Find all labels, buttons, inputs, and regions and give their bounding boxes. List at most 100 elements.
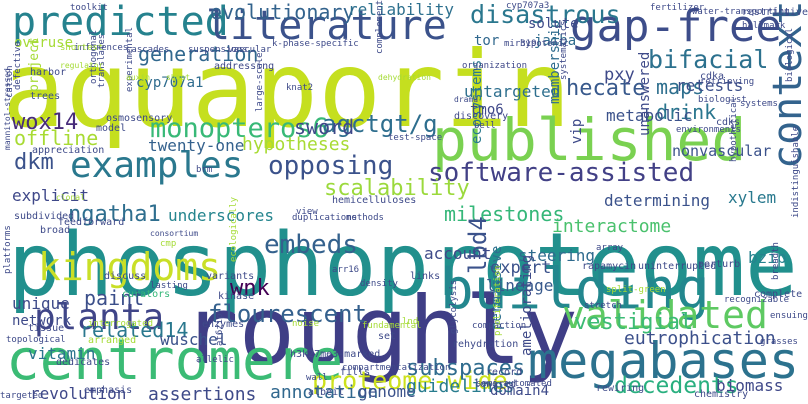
- word-evolutionary: evolutionary: [210, 0, 355, 24]
- word-split-green: split-green: [606, 285, 666, 295]
- word-pxy: pxy: [604, 65, 635, 85]
- word-generation: generation: [138, 42, 259, 66]
- word-validated: validated: [562, 293, 768, 337]
- word-predicted: predicted: [12, 0, 229, 45]
- word-targeted: targeted: [0, 391, 44, 401]
- word-biomass: biomass: [716, 376, 784, 395]
- word-semi-automated: semi-automated: [476, 379, 552, 389]
- word-eutrophication: eutrophication: [624, 328, 776, 349]
- word-maps: maps: [656, 75, 705, 99]
- word-cdks: cdks: [716, 117, 741, 128]
- word-proteome-wide: proteome-wide: [312, 366, 508, 395]
- word-record: record: [486, 367, 523, 378]
- word-lnd: lnd: [402, 317, 419, 327]
- word-view: view: [296, 207, 318, 217]
- word-shortest: shortest: [60, 43, 104, 53]
- word-perturb: perturb: [698, 259, 741, 270]
- word-retests: retests: [676, 76, 744, 95]
- word-broad: broad: [40, 225, 71, 236]
- word-biologist: biologist: [698, 95, 747, 105]
- word-systems: systems: [740, 99, 778, 109]
- word-fills: fills: [340, 367, 371, 378]
- word-vitamin: vitamin: [28, 344, 96, 363]
- word-topological: topological: [6, 335, 66, 345]
- word-ngatha1: ngatha1: [68, 202, 161, 227]
- word-fertilizer: fertilizer: [650, 3, 705, 13]
- word-disastrous: disastrous: [470, 0, 621, 29]
- word-model: model: [96, 123, 127, 134]
- word-feedforward: feedforward: [58, 217, 125, 228]
- word-h3k27me3-marked: h3k27me3-marked: [290, 349, 381, 360]
- word-hypotheses: hypotheses: [242, 134, 351, 155]
- word-explicit: explicit: [12, 186, 90, 205]
- word-osmosensory: osmosensory: [106, 113, 173, 124]
- word-rehydration: rehydration: [452, 339, 519, 350]
- word-unique: unique: [12, 294, 70, 313]
- word-links: links: [410, 271, 441, 282]
- word-duplications: duplications: [292, 213, 358, 223]
- word-at6zip: at6zip: [215, 313, 225, 346]
- word-retrieving: retrieving: [700, 77, 755, 87]
- word-subdivided: subdivided: [14, 211, 75, 222]
- word-mannitol-stressed: mannitol-stressed: [3, 68, 12, 150]
- word-fundamental: fundamental: [362, 321, 422, 331]
- word-building: building: [440, 257, 710, 322]
- word-rapamycin: rapamycin: [582, 261, 637, 272]
- word-expert: expert: [490, 258, 552, 278]
- word-platforms: platforms: [3, 225, 13, 274]
- word-centromere: centromere: [6, 328, 344, 393]
- word-array: array: [596, 243, 624, 253]
- word-glycolysis: glycolysis: [449, 279, 459, 334]
- word-toolkit: toolkit: [70, 3, 108, 13]
- word-vestigial: vestigial: [574, 310, 694, 335]
- word-lineage: lineage: [486, 276, 554, 295]
- word-gap-free: gap-free: [570, 1, 782, 52]
- word-aquaporin: aquaporin: [2, 29, 571, 151]
- word-monopteros6: monopteros6: [150, 113, 329, 144]
- word-guidelines: guidelines: [406, 376, 515, 397]
- word-proliferation: proliferation: [493, 265, 503, 336]
- word-phosphoproteome: phosphoproteome: [8, 214, 798, 316]
- word-ecologically: ecologically: [229, 196, 239, 262]
- word-hallmark: hallmark: [742, 21, 786, 31]
- word-unanswered: unanswered: [637, 51, 653, 136]
- word-variants: variants: [206, 271, 255, 282]
- word-bzip: bzip: [748, 248, 787, 267]
- word-account: account: [424, 244, 492, 263]
- word-jaiba: jaiba: [534, 33, 577, 49]
- word-suspensions: suspensions: [188, 45, 248, 55]
- word-recognizable: recognizable: [724, 295, 790, 305]
- word-uninterrupted: uninterrupted: [638, 261, 717, 272]
- word-dehydration: dehydration: [378, 73, 431, 82]
- word-genome: genome: [358, 382, 416, 401]
- word-hypothetical: hypothetical: [729, 96, 739, 162]
- word-agctgt-g: agctgt/g: [322, 110, 438, 138]
- word-restrictive: restrictive: [741, 7, 808, 18]
- word-discovery: discovery: [454, 111, 509, 122]
- word-regulator: regulator: [60, 61, 104, 70]
- word-revolution: revolution: [30, 384, 127, 403]
- word-xylem: xylem: [728, 188, 777, 207]
- word-related14: related14: [80, 318, 189, 342]
- word-vascular: vascular: [228, 45, 272, 55]
- word-megabases: megabases: [528, 332, 799, 390]
- word-water-transporting: water-transporting: [692, 7, 790, 17]
- word-paint: paint: [84, 286, 145, 310]
- word-twenty-one: twenty-one: [148, 136, 245, 155]
- word-defective: defective: [13, 41, 23, 90]
- word-indistinguishable: indistinguishable: [791, 125, 801, 218]
- word-consortium: consortium: [150, 229, 199, 238]
- word-stretch: stretch: [584, 301, 622, 311]
- word-hecate: hecate: [566, 76, 646, 101]
- word-chemistry: chemistry: [694, 389, 749, 400]
- word-assertions: assertions: [148, 384, 257, 404]
- word-albeit: albeit: [308, 387, 345, 398]
- word-systematics: systematics: [559, 20, 569, 80]
- word-noise: noise: [292, 319, 320, 329]
- word-arr16: arr16: [332, 265, 360, 275]
- word-milestones: milestones: [444, 202, 565, 226]
- word-decedents: decedents: [614, 373, 739, 399]
- word-density: density: [360, 279, 398, 289]
- word-large-scale: large-scale: [255, 52, 265, 112]
